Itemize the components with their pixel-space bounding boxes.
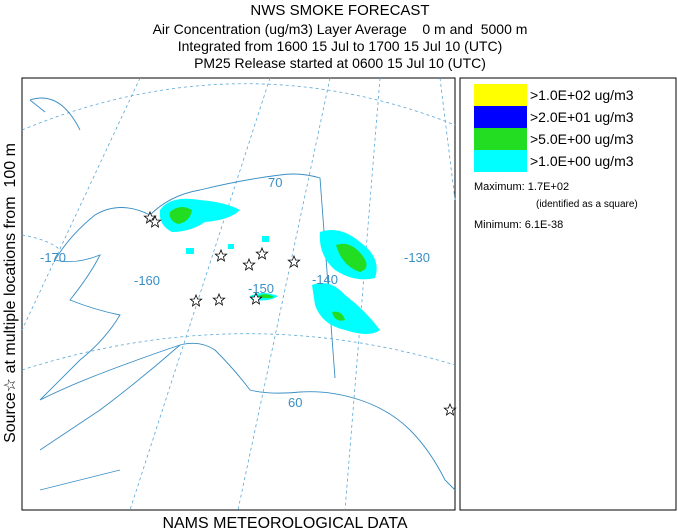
legend-swatch bbox=[474, 150, 527, 172]
graticule-label: -130 bbox=[404, 250, 430, 265]
graticule-label: -170 bbox=[40, 250, 66, 265]
subtitle: PM25 Release started at 0600 15 Jul 10 (… bbox=[194, 55, 486, 71]
minimum: Minimum: 6.1E-38 bbox=[474, 219, 563, 231]
subtitle: Air Concentration (ug/m3) Layer Average … bbox=[153, 21, 528, 37]
graticule-label: -140 bbox=[312, 272, 338, 287]
map: 70 -170 -160 -150 -140 -130 60 bbox=[21, 77, 457, 511]
graticule-label: 70 bbox=[268, 175, 282, 190]
legend-swatch bbox=[474, 128, 527, 150]
legend-label: >1.0E+02 ug/m3 bbox=[530, 87, 634, 103]
graticule-label: -150 bbox=[248, 281, 274, 296]
title: NWS SMOKE FORECAST bbox=[250, 2, 429, 19]
legend-label: >2.0E+01 ug/m3 bbox=[530, 109, 634, 125]
side-label: Source☆ at multiple locations from 100 m bbox=[2, 143, 19, 443]
graticule-label: 60 bbox=[288, 395, 302, 410]
legend-swatch bbox=[474, 106, 527, 128]
legend: Maximum: 1.7E+02 (identified as a square… bbox=[459, 77, 677, 511]
maximum-note: (identified as a square) bbox=[536, 199, 638, 210]
graticule-label: -160 bbox=[134, 273, 160, 288]
legend-label: >5.0E+00 ug/m3 bbox=[530, 131, 634, 147]
footer: NAMS METEOROLOGICAL DATA bbox=[162, 515, 407, 532]
subtitle: Integrated from 1600 15 Jul to 1700 15 J… bbox=[178, 38, 503, 54]
legend-label: >1.0E+00 ug/m3 bbox=[530, 153, 634, 169]
legend-swatch bbox=[474, 84, 527, 106]
maximum: Maximum: 1.7E+02 bbox=[474, 181, 569, 193]
